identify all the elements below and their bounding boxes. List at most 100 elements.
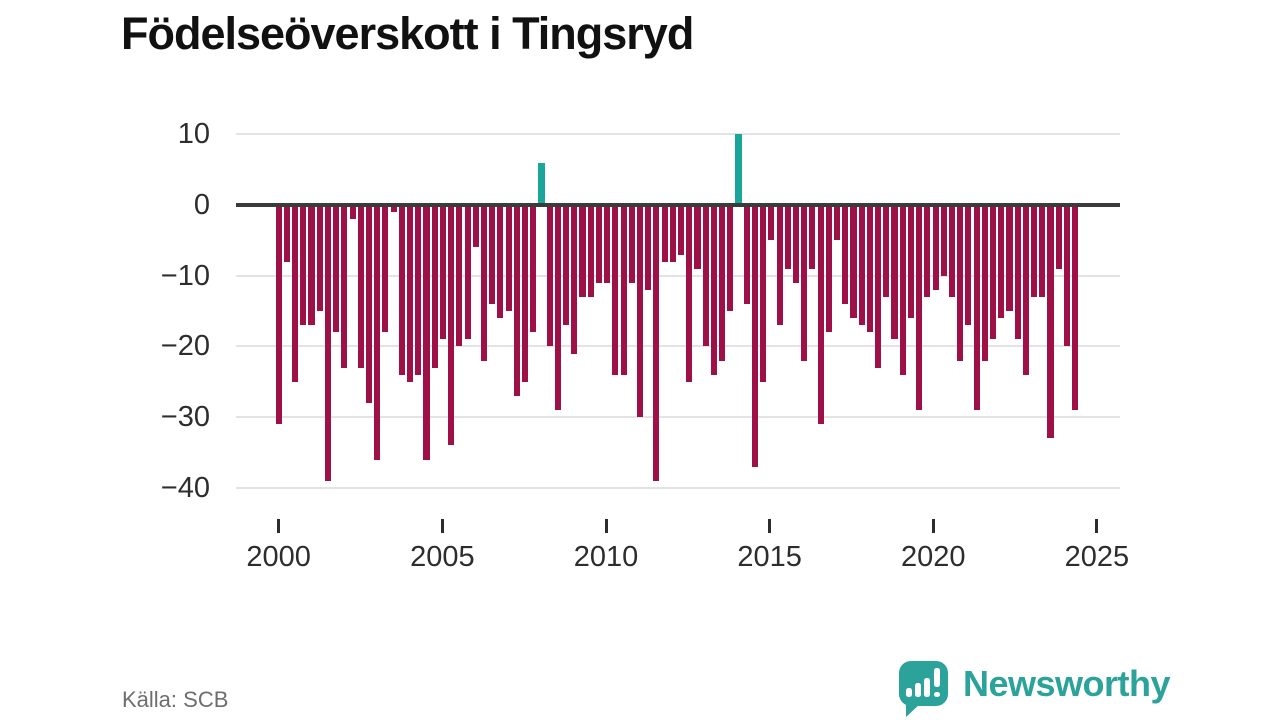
bar-negative xyxy=(776,205,783,326)
bar-negative xyxy=(866,205,873,333)
bar-negative xyxy=(825,205,832,333)
bar-negative xyxy=(645,205,652,290)
y-axis-tick-label: 10 xyxy=(177,118,210,151)
bar-negative xyxy=(571,205,578,354)
bar-negative xyxy=(694,205,701,269)
bar-negative xyxy=(973,205,980,410)
logo-bar-1 xyxy=(906,688,912,697)
bar-negative xyxy=(833,205,841,241)
bar-negative xyxy=(324,205,332,481)
bar-negative xyxy=(1031,205,1038,297)
bar-negative xyxy=(480,205,488,361)
y-gridline xyxy=(236,416,1120,419)
y-gridline xyxy=(236,486,1120,489)
bar-negative xyxy=(579,205,586,297)
x-axis-tick-label: 2005 xyxy=(410,541,475,573)
x-axis-tick-label: 2010 xyxy=(573,541,639,573)
newsworthy-logo-icon xyxy=(899,661,948,717)
bar-negative xyxy=(940,205,947,276)
bar-negative xyxy=(431,205,438,368)
bar-negative xyxy=(1039,205,1046,297)
bar-negative xyxy=(530,205,537,333)
bar-positive xyxy=(538,162,545,205)
bar-negative xyxy=(932,205,939,290)
bar-negative xyxy=(546,205,553,347)
bar-negative xyxy=(907,205,914,319)
bar-negative xyxy=(349,205,356,220)
x-axis-tick xyxy=(604,519,608,533)
bar-negative xyxy=(587,205,594,297)
x-axis-tick-label: 2000 xyxy=(246,541,311,573)
bar-negative xyxy=(1014,205,1021,340)
newsworthy-wordmark: Newsworthy xyxy=(963,662,1171,704)
bar-negative xyxy=(333,205,340,333)
bar-negative xyxy=(439,205,446,340)
bar-negative xyxy=(965,205,972,326)
bar-negative xyxy=(784,205,791,269)
y-axis-tick-label: −30 xyxy=(160,401,210,434)
y-gridline xyxy=(236,133,1120,136)
y-gridline xyxy=(236,274,1120,277)
bar-negative xyxy=(760,205,767,382)
bar-negative xyxy=(513,205,520,396)
bar-negative xyxy=(636,205,644,418)
bar-negative xyxy=(710,205,717,375)
x-axis-tick xyxy=(1095,519,1099,533)
bar-negative xyxy=(292,205,299,382)
bar-negative xyxy=(686,205,693,382)
bar-negative xyxy=(1063,205,1071,347)
bar-negative xyxy=(801,205,808,361)
bar-negative xyxy=(521,205,529,382)
bar-negative xyxy=(464,205,471,340)
bar-negative xyxy=(702,205,709,347)
bar-negative xyxy=(875,205,882,368)
bar-negative xyxy=(990,205,997,340)
bar-negative xyxy=(751,205,758,467)
bar-negative xyxy=(727,205,734,312)
bar-negative xyxy=(1006,205,1013,312)
y-axis-tick-label: −10 xyxy=(160,259,210,292)
bar-negative xyxy=(924,205,931,297)
logo-bar-2 xyxy=(915,683,921,697)
bar-negative xyxy=(899,205,906,375)
y-gridline xyxy=(236,345,1120,348)
logo-exclamation-dot xyxy=(934,692,940,697)
bar-negative xyxy=(1055,205,1062,269)
bar-negative xyxy=(916,205,923,410)
bar-negative xyxy=(595,205,602,283)
bar-negative xyxy=(842,205,849,304)
bar-negative xyxy=(448,205,455,446)
bar-negative xyxy=(981,205,988,361)
bar-negative xyxy=(382,205,389,333)
source-label: Källa: SCB xyxy=(122,687,229,712)
bar-negative xyxy=(497,205,504,319)
bar-negative xyxy=(365,205,373,403)
bar-negative xyxy=(817,205,824,425)
bar-negative xyxy=(948,205,956,297)
bar-negative xyxy=(1047,205,1054,439)
bar-negative xyxy=(341,205,348,368)
bar-negative xyxy=(554,205,561,410)
bar-negative xyxy=(620,205,627,375)
bar-negative xyxy=(957,205,964,361)
bar-negative xyxy=(374,205,381,460)
bar-negative xyxy=(415,205,422,375)
x-axis-tick xyxy=(440,519,444,533)
bar-negative xyxy=(809,205,816,269)
bar-negative xyxy=(390,205,397,213)
bar-negative xyxy=(308,205,315,326)
x-axis-tick xyxy=(931,519,935,533)
bar-negative xyxy=(628,205,635,283)
bar-negative xyxy=(850,205,857,319)
bar-negative xyxy=(792,205,800,283)
x-axis-tick-label: 2015 xyxy=(737,541,802,573)
bar-negative xyxy=(653,205,660,481)
x-axis-tick-label: 2020 xyxy=(901,541,966,573)
logo-bubble-tail xyxy=(906,704,920,717)
bar-negative xyxy=(669,205,676,262)
bar-negative xyxy=(423,205,430,460)
page-title: Födelseöverskott i Tingsryd xyxy=(121,8,694,59)
bar-negative xyxy=(891,205,898,340)
bar-negative xyxy=(743,205,750,304)
